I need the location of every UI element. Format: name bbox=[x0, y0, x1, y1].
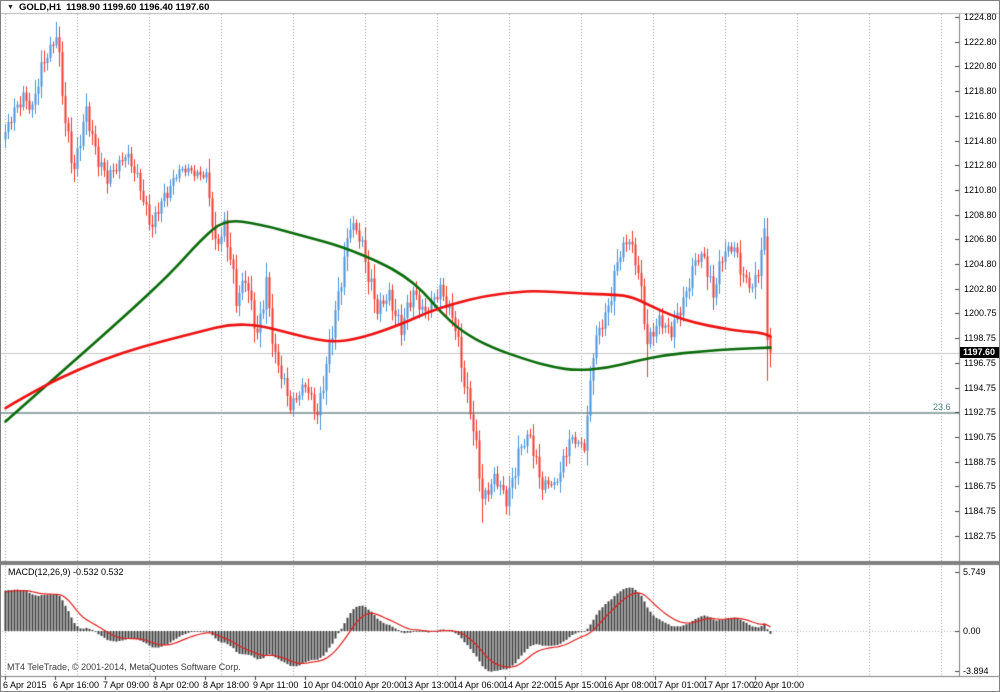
price-axis-label: 1204.80 bbox=[964, 259, 997, 269]
time-axis-label: 13 Apr 13:00 bbox=[403, 680, 455, 690]
price-axis-label: 1194.75 bbox=[964, 382, 996, 393]
time-axis-label: 15 Apr 15:00 bbox=[553, 680, 605, 690]
price-axis-label: 1190.75 bbox=[964, 431, 996, 442]
price-axis-label: 1224.80 bbox=[964, 12, 997, 22]
time-axis-label: 6 Apr 16:00 bbox=[53, 680, 100, 690]
macd-axis-label: 0.00 bbox=[963, 626, 981, 636]
macd-indicator-label: MACD(12,26,9) -0.532 0.532 bbox=[8, 567, 124, 577]
price-axis-label: 1186.75 bbox=[964, 481, 996, 492]
time-axis-label: 17 Apr 17:00 bbox=[703, 680, 755, 690]
price-axis-label: 1206.80 bbox=[964, 234, 997, 245]
time-axis-label: 8 Apr 18:00 bbox=[203, 680, 250, 690]
price-axis-label: 1216.80 bbox=[964, 110, 997, 121]
macd-axis-label: -3.894 bbox=[963, 665, 989, 676]
chart-title: ▼ GOLD,H1 1198.90 1199.60 1196.40 1197.6… bbox=[7, 2, 209, 13]
ohlc-values-label: 1198.90 1199.60 1196.40 1197.60 bbox=[66, 2, 210, 13]
time-axis-label: 10 Apr 04:00 bbox=[303, 680, 355, 690]
price-axis-label: 1208.80 bbox=[964, 209, 997, 220]
price-axis-label: 1214.80 bbox=[964, 135, 997, 146]
time-axis-label: 7 Apr 09:00 bbox=[103, 680, 150, 690]
current-price-badge: 1197.60 bbox=[960, 346, 999, 358]
price-axis-label: 1202.80 bbox=[964, 283, 997, 294]
time-axis-label: 14 Apr 22:00 bbox=[503, 680, 555, 690]
terminal-copyright: MT4 TeleTrade, © 2001-2014, MetaQuotes S… bbox=[7, 662, 241, 672]
time-axis-label: 9 Apr 11:00 bbox=[253, 680, 299, 690]
time-axis-label: 16 Apr 08:00 bbox=[603, 680, 655, 690]
time-axis-label: 10 Apr 20:00 bbox=[353, 680, 405, 690]
price-axis-label: 1196.75 bbox=[964, 357, 996, 368]
pane-separator[interactable] bbox=[1, 560, 999, 566]
price-axis-label: 1188.75 bbox=[964, 456, 996, 467]
price-axis-label: 1222.80 bbox=[964, 36, 997, 47]
chevron-down-icon[interactable]: ▼ bbox=[7, 3, 14, 11]
price-axis-label: 1220.80 bbox=[964, 61, 997, 72]
price-axis-label: 1184.75 bbox=[964, 506, 996, 516]
price-axis-label: 1218.80 bbox=[964, 86, 997, 97]
price-axis-label: 1198.75 bbox=[964, 333, 996, 344]
fib-level-label: 23.6 bbox=[933, 401, 951, 412]
macd-axis-label: 5.749 bbox=[963, 567, 986, 577]
price-axis-label: 1200.75 bbox=[964, 308, 997, 319]
time-axis-label: 14 Apr 06:00 bbox=[453, 680, 505, 690]
symbol-period-label: GOLD,H1 bbox=[18, 2, 62, 13]
time-axis-label: 20 Apr 10:00 bbox=[753, 680, 805, 690]
price-axis-label: 1210.80 bbox=[964, 184, 997, 195]
price-axis-label: 1212.80 bbox=[964, 160, 997, 171]
time-axis-label: 17 Apr 01:00 bbox=[653, 680, 705, 690]
price-axis-label: 1182.75 bbox=[964, 530, 996, 541]
time-axis-label: 8 Apr 02:00 bbox=[153, 680, 200, 690]
time-axis-label: 6 Apr 2015 bbox=[3, 680, 47, 690]
price-axis-label: 1192.75 bbox=[964, 407, 996, 418]
